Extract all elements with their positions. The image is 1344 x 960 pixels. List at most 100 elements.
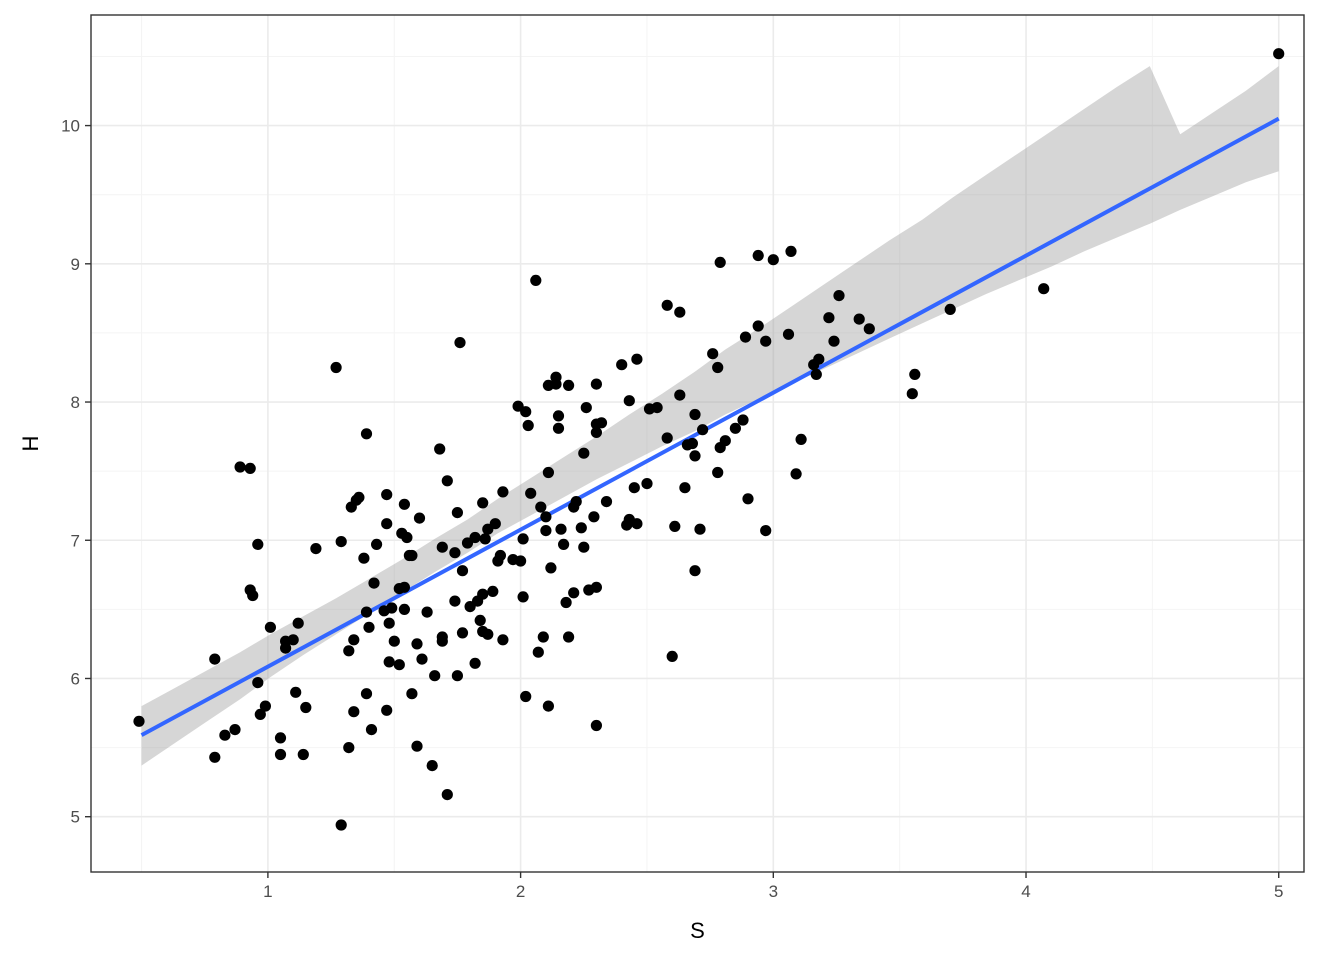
data-point	[542, 700, 555, 712]
data-point	[497, 634, 509, 646]
data-point	[1273, 48, 1285, 60]
data-point	[360, 606, 373, 618]
data-point	[287, 634, 299, 646]
data-point	[244, 462, 256, 474]
data-point	[421, 606, 433, 618]
data-point	[469, 657, 481, 669]
data-point	[426, 760, 438, 772]
data-point	[300, 701, 312, 714]
data-point	[752, 249, 764, 262]
data-point	[360, 688, 373, 700]
data-point	[335, 819, 347, 831]
data-point	[252, 538, 264, 551]
data-point	[297, 748, 309, 761]
minor-gridlines	[91, 15, 1304, 872]
data-point	[449, 595, 461, 607]
data-point	[782, 328, 795, 340]
data-point	[813, 353, 825, 365]
data-point	[795, 433, 807, 445]
data-point	[252, 677, 264, 689]
data-point	[383, 656, 395, 668]
data-point	[371, 538, 383, 551]
data-point	[537, 631, 549, 643]
data-point	[358, 552, 370, 564]
confidence-ribbon	[141, 66, 1279, 766]
data-point	[785, 245, 797, 257]
data-point	[234, 461, 246, 473]
data-point	[616, 359, 628, 371]
data-point	[790, 468, 802, 480]
data-point	[398, 603, 410, 616]
data-point	[628, 482, 640, 494]
y-tick-label: 7	[71, 531, 80, 550]
data-point	[520, 406, 532, 418]
data-point	[209, 751, 221, 763]
data-point	[719, 435, 731, 447]
data-point	[406, 549, 418, 562]
data-point	[360, 428, 373, 440]
data-point	[343, 645, 355, 657]
data-point	[247, 589, 259, 602]
data-point	[828, 335, 840, 347]
data-point	[517, 591, 529, 603]
data-point	[348, 706, 360, 718]
x-axis-ticks: 1 2 3 4 5	[263, 872, 1283, 901]
data-point	[343, 742, 355, 754]
data-point	[623, 395, 635, 407]
data-point	[595, 417, 608, 429]
data-point	[906, 388, 918, 400]
data-point	[532, 646, 544, 658]
data-point	[274, 748, 287, 761]
data-point	[752, 320, 764, 332]
data-point	[487, 585, 499, 598]
data-point	[823, 312, 835, 324]
data-point	[381, 489, 393, 501]
data-point	[451, 506, 463, 519]
data-point	[259, 700, 271, 712]
data-point	[580, 402, 592, 414]
x-tick-label: 4	[1021, 882, 1030, 901]
data-point	[689, 450, 701, 462]
x-axis-title: S	[690, 918, 705, 943]
data-point	[441, 789, 453, 801]
data-point	[542, 466, 555, 479]
data-point	[588, 511, 600, 523]
data-point	[497, 486, 509, 498]
data-point	[863, 323, 875, 335]
data-point	[219, 729, 231, 741]
regression-line	[140, 116, 1280, 737]
data-point	[515, 555, 527, 567]
y-tick-label: 9	[71, 255, 80, 274]
data-point	[254, 708, 266, 721]
data-point	[477, 588, 489, 600]
data-point	[413, 512, 426, 524]
data-point	[381, 518, 393, 530]
y-axis-ticks: 5 6 7 8 9 10	[61, 117, 91, 827]
data-point	[393, 659, 405, 671]
data-point	[535, 501, 547, 513]
data-point	[494, 549, 506, 562]
data-point	[489, 518, 501, 530]
data-point	[563, 631, 575, 643]
data-point	[568, 587, 580, 599]
data-point	[697, 424, 709, 436]
data-point	[563, 379, 575, 391]
data-point	[398, 581, 410, 593]
x-tick-label: 1	[263, 882, 272, 901]
data-point	[434, 443, 446, 455]
data-point	[540, 525, 552, 537]
y-tick-label: 6	[71, 669, 80, 688]
confidence-ribbon-layer	[141, 66, 1279, 766]
data-point	[590, 719, 603, 732]
data-point	[661, 432, 673, 444]
data-point	[522, 419, 534, 432]
data-point	[330, 361, 342, 374]
data-point	[689, 565, 701, 577]
data-point	[540, 511, 552, 523]
data-point	[229, 724, 241, 736]
data-point	[381, 704, 393, 716]
data-point	[469, 531, 481, 544]
data-point	[686, 437, 699, 450]
data-point	[398, 498, 410, 510]
